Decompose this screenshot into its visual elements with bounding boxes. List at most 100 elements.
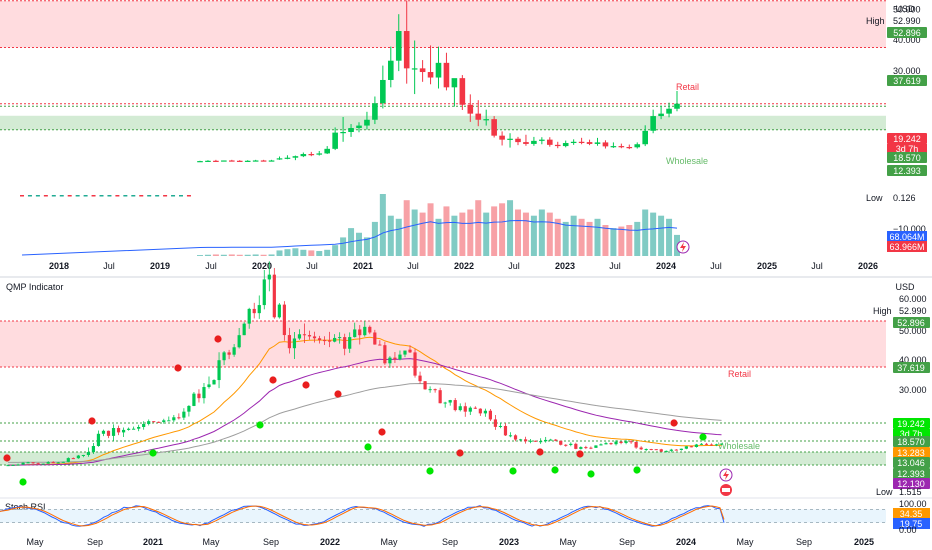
bottom-candle-body bbox=[664, 450, 668, 452]
top-price-axis[interactable]: USD 50.000 40.000 30.000 −10.000 52.896 37.6… bbox=[866, 4, 927, 252]
candle-body bbox=[650, 116, 656, 131]
bottom-low-value: 1.515 bbox=[899, 487, 922, 497]
volume-bar bbox=[459, 212, 466, 256]
bottom-candle-body bbox=[247, 308, 251, 324]
bottom-candle-body bbox=[378, 344, 382, 346]
top-price-badge-text: 19.242 bbox=[893, 134, 921, 144]
bottom-candle-body bbox=[257, 305, 261, 314]
prehistory-candle bbox=[27, 195, 32, 197]
candle-body bbox=[443, 62, 450, 88]
bottom-candle-body bbox=[106, 430, 111, 436]
top-y-ticks: 50.000 40.000 30.000 −10.000 bbox=[893, 5, 926, 234]
bottom-candle-body bbox=[287, 335, 291, 349]
candle-body bbox=[229, 160, 235, 162]
bottom-candle-body bbox=[16, 464, 20, 466]
bottom-candle-body bbox=[302, 334, 307, 336]
bottom-pane-icons[interactable] bbox=[719, 468, 733, 496]
candle-body bbox=[602, 142, 609, 147]
sell-signal-dot bbox=[174, 364, 182, 372]
candle-body bbox=[300, 154, 307, 157]
bottom-price-badge bbox=[893, 468, 930, 479]
top-time-label: Jul bbox=[508, 261, 520, 271]
bottom-candle-body bbox=[358, 329, 362, 336]
top-price-badge bbox=[887, 152, 927, 163]
candle-body bbox=[515, 138, 521, 143]
prehistory-candle bbox=[83, 195, 88, 197]
top-y-tick: −10.000 bbox=[893, 224, 926, 234]
bottom-candle-body bbox=[292, 338, 297, 349]
bottom-candle-body bbox=[202, 387, 206, 399]
bottom-candle-body bbox=[539, 441, 543, 443]
bottom-candle-body bbox=[322, 340, 327, 342]
candle-body bbox=[268, 160, 275, 162]
candle-body bbox=[523, 142, 529, 144]
bottom-candle-body bbox=[689, 446, 693, 448]
bottom-candle-body bbox=[589, 447, 593, 449]
prehistory-candle bbox=[163, 195, 168, 197]
volume-bar bbox=[236, 254, 243, 256]
volume-bar bbox=[618, 226, 625, 256]
bottom-time-axis[interactable]: May Sep 2021 May Sep 2022 May Sep 2023 May Sep 2024… bbox=[26, 537, 874, 547]
bottom-candle-body bbox=[152, 421, 156, 423]
bottom-candle-body bbox=[116, 428, 121, 433]
indicator-title[interactable]: QMP Indicator bbox=[6, 282, 63, 292]
bottom-candle-body bbox=[498, 425, 503, 427]
top-flash-icon[interactable] bbox=[676, 240, 690, 254]
candle-body bbox=[403, 31, 410, 69]
bottom-candle-body bbox=[534, 440, 538, 442]
top-price-badge bbox=[887, 75, 927, 86]
top-time-label: 2022 bbox=[454, 261, 474, 271]
candle-body bbox=[380, 79, 386, 104]
stoch-badge-text: 19.75 bbox=[900, 519, 923, 529]
bottom-candle-body bbox=[282, 304, 286, 336]
top-time-axis[interactable]: 2018 Jul 2019 Jul 2020 Jul 2021 Jul 2022 Jul 2023 J… bbox=[49, 261, 878, 271]
volume-bar bbox=[260, 254, 267, 256]
bottom-candle-body bbox=[654, 449, 658, 451]
candle-body bbox=[197, 161, 203, 163]
bottom-candle-body bbox=[51, 462, 55, 464]
top-currency-label: USD bbox=[895, 4, 915, 14]
bottom-price-badge-text: 52.896 bbox=[897, 318, 925, 328]
volume-bar bbox=[546, 212, 553, 256]
buy-signal-dot bbox=[633, 466, 641, 474]
prehistory-candle bbox=[155, 195, 160, 197]
bottom-candle-body bbox=[559, 440, 563, 445]
bottom-candle-body bbox=[488, 410, 492, 420]
volume-bar bbox=[435, 218, 442, 256]
bottom-candle-body bbox=[137, 426, 141, 429]
volume-bar bbox=[332, 245, 339, 256]
volume-bar bbox=[507, 200, 514, 256]
bottom-price-badge-text: 18.570 bbox=[897, 437, 925, 447]
stoch-badge bbox=[893, 508, 930, 519]
bottom-candle-body bbox=[338, 337, 342, 339]
prehistory-candle bbox=[51, 195, 56, 197]
bottom-time-label: May bbox=[736, 537, 754, 547]
bottom-candle-body bbox=[604, 443, 608, 445]
bottom-candle-body bbox=[468, 407, 472, 412]
bottom-y-tick: 50.000 bbox=[899, 326, 927, 336]
stoch-rsi-pane[interactable] bbox=[0, 505, 886, 527]
flash-icon-bolt bbox=[680, 242, 686, 252]
bottom-candle-body bbox=[709, 444, 714, 446]
bottom-candle-body bbox=[574, 443, 578, 449]
top-retail-label: Retail bbox=[676, 82, 699, 92]
bottom-candle-body bbox=[307, 335, 312, 337]
bottom-candle-body bbox=[333, 337, 337, 342]
prehistory-candle bbox=[123, 195, 128, 197]
bottom-price-pane[interactable]: Retail Wholesale bbox=[0, 261, 886, 496]
bottom-candle-body bbox=[197, 393, 201, 399]
candle-body bbox=[276, 158, 283, 160]
volume-bar bbox=[197, 255, 203, 256]
candle-body bbox=[221, 160, 227, 162]
volume-bar bbox=[228, 254, 235, 256]
bottom-candle-body bbox=[448, 400, 452, 403]
top-price-pane[interactable]: Retail Wholesale bbox=[0, 0, 886, 256]
bottom-price-badge bbox=[893, 362, 930, 373]
bottom-candle-body bbox=[182, 411, 186, 418]
volume-bar bbox=[499, 203, 506, 256]
top-time-label: Jul bbox=[811, 261, 823, 271]
volume-bar bbox=[554, 218, 561, 256]
